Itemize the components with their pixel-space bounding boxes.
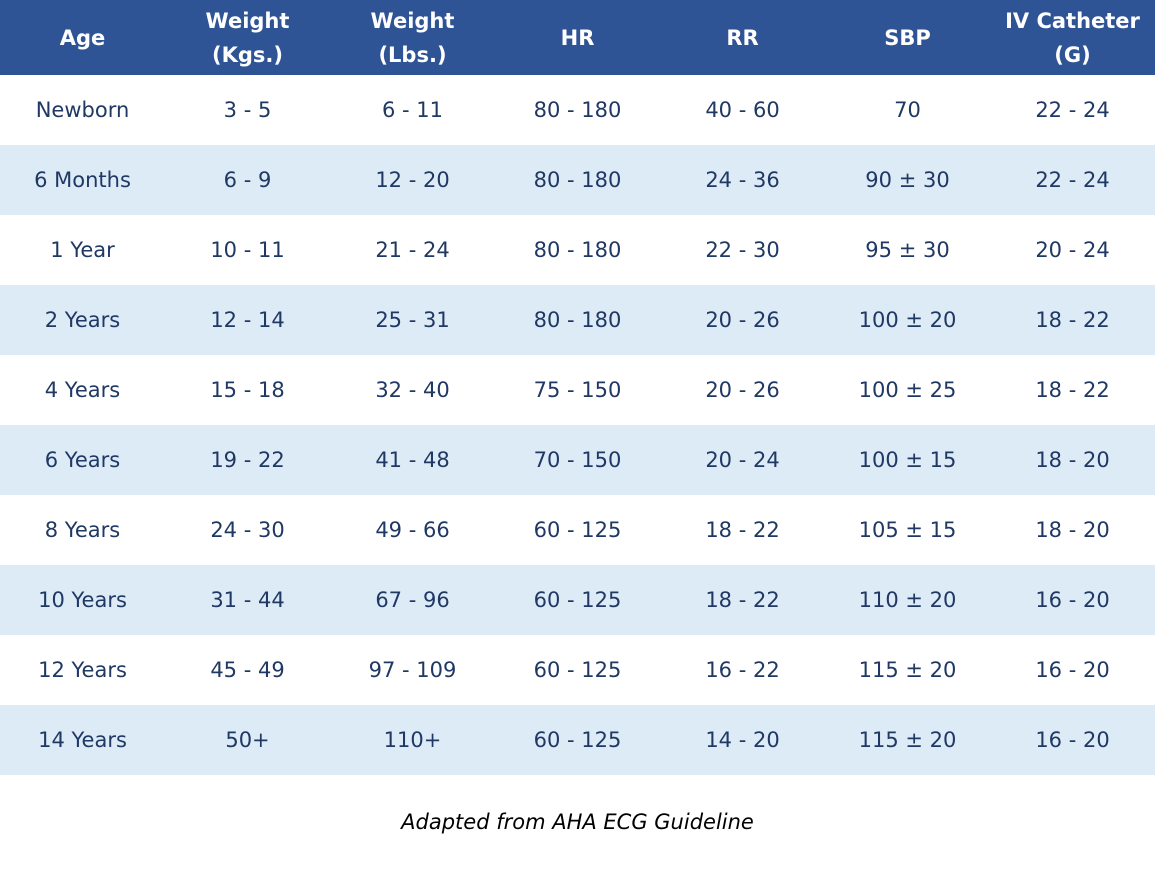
table-cell: 10 Years [0,565,165,635]
table-row: 10 Years 31 - 44 67 - 96 60 - 125 18 - 22 110… [0,565,1155,635]
table-cell: 22 - 24 [1035,98,1110,122]
table-cell: 22 - 24 [990,145,1155,215]
table-cell: 18 - 22 [705,518,780,542]
table-cell: 6 - 11 [381,98,443,122]
table-cell: 31 - 44 [165,565,330,635]
table-cell: 6 Years [0,425,165,495]
table-cell: 97 - 109 [368,658,457,682]
table-cell: 12 Years [38,658,127,682]
column-header: SBP [825,0,990,75]
header-row: Age Weight (Kgs.) Weight (Lbs.) HR RR SBP IV C… [0,0,1155,75]
table-row: 14 Years 50+ 110+ 60 - 125 14 - 20 115 ± 20 16… [0,705,1155,775]
table-cell: 4 Years [44,378,121,402]
table-cell: 95 ± 30 [865,238,950,262]
table-cell: 16 - 22 [705,658,780,682]
table-cell: 12 - 14 [165,285,330,355]
table-row: 1 Year 10 - 11 21 - 24 80 - 180 22 - 30 95 ± … [0,215,1155,285]
table-cell: 70 [894,98,921,122]
table-body: Newborn 3 - 5 6 - 11 80 - 180 40 - 60 70 22 - … [0,75,1155,775]
table-cell: 20 - 24 [660,425,825,495]
table-cell: Newborn [35,98,130,122]
table-cell: 50+ [165,705,330,775]
table-header: Age Weight (Kgs.) Weight (Lbs.) HR RR SBP IV C… [0,0,1155,75]
table-cell: 22 - 30 [705,238,780,262]
table-cell: 24 - 36 [660,145,825,215]
table-cell: 32 - 40 [375,378,450,402]
table-row: 6 Years 19 - 22 41 - 48 70 - 150 20 - 24 100 … [0,425,1155,495]
footer-note: Adapted from AHA ECG Guideline [401,810,754,834]
table-cell: 19 - 22 [165,425,330,495]
table-cell: 80 - 180 [533,238,622,262]
table-cell: 110 ± 20 [825,565,990,635]
table-cell: 75 - 150 [533,378,622,402]
table-cell: 15 - 18 [210,378,285,402]
table-cell: 24 - 30 [210,518,285,542]
table-row: 4 Years 15 - 18 32 - 40 75 - 150 20 - 26 100 … [0,355,1155,425]
table-cell: 115 ± 20 [858,658,957,682]
table-cell: 21 - 24 [375,238,450,262]
table-cell: 100 ± 25 [858,378,957,402]
column-header: Age [0,0,165,75]
table-cell: 16 - 20 [1035,658,1110,682]
table-cell: 2 Years [0,285,165,355]
table-cell: 6 - 9 [165,145,330,215]
table-cell: 18 - 20 [990,425,1155,495]
table-cell: 18 - 22 [1035,378,1110,402]
table-cell: 18 - 22 [660,565,825,635]
table-cell: 3 - 5 [223,98,272,122]
table-row: Newborn 3 - 5 6 - 11 80 - 180 40 - 60 70 22 - … [0,75,1155,145]
table-cell: 105 ± 15 [858,518,957,542]
table-cell: 110+ [330,705,495,775]
table-cell: 80 - 180 [533,98,622,122]
table-cell: 90 ± 30 [825,145,990,215]
table-cell: 14 Years [0,705,165,775]
table-row: 6 Months 6 - 9 12 - 20 80 - 180 24 - 36 90 ± … [0,145,1155,215]
table-cell: 60 - 125 [533,518,622,542]
table-cell: 20 - 26 [705,378,780,402]
table-cell: 25 - 31 [330,285,495,355]
table-row: 2 Years 12 - 14 25 - 31 80 - 180 20 - 26 100 … [0,285,1155,355]
table-cell: 67 - 96 [330,565,495,635]
table-cell: 115 ± 20 [825,705,990,775]
table-cell: 60 - 125 [533,658,622,682]
table-cell: 10 - 11 [210,238,285,262]
table-cell: 18 - 20 [1035,518,1110,542]
table-cell: 16 - 20 [990,705,1155,775]
table-cell: 1 Year [50,238,115,262]
vital-signs-table: Age Weight (Kgs.) Weight (Lbs.) HR RR SBP IV C… [0,0,1155,775]
column-header: RR [660,0,825,75]
table-cell: 14 - 20 [660,705,825,775]
table-cell: 49 - 66 [375,518,450,542]
table-cell: 41 - 48 [330,425,495,495]
column-header: IV Catheter (G) [990,0,1155,75]
table-cell: 60 - 125 [495,705,660,775]
table-cell: 20 - 26 [660,285,825,355]
table-cell: 20 - 24 [1035,238,1110,262]
column-header: Weight (Kgs.) [165,0,330,75]
table-row: 8 Years 24 - 30 49 - 66 60 - 125 18 - 22 105 … [0,495,1155,565]
table-cell: 40 - 60 [705,98,780,122]
table-cell: 80 - 180 [495,285,660,355]
table-cell: 100 ± 15 [825,425,990,495]
table-cell: 70 - 150 [495,425,660,495]
table-row: 12 Years 45 - 49 97 - 109 60 - 125 16 - 22 11… [0,635,1155,705]
table-cell: 100 ± 20 [825,285,990,355]
table-cell: 45 - 49 [210,658,285,682]
table-cell: 60 - 125 [495,565,660,635]
column-header: HR [495,0,660,75]
table-cell: 16 - 20 [990,565,1155,635]
table-cell: 80 - 180 [495,145,660,215]
column-header: Weight (Lbs.) [330,0,495,75]
table-cell: 18 - 22 [990,285,1155,355]
table-cell: 12 - 20 [330,145,495,215]
table-cell: 6 Months [0,145,165,215]
table-cell: 8 Years [44,518,121,542]
